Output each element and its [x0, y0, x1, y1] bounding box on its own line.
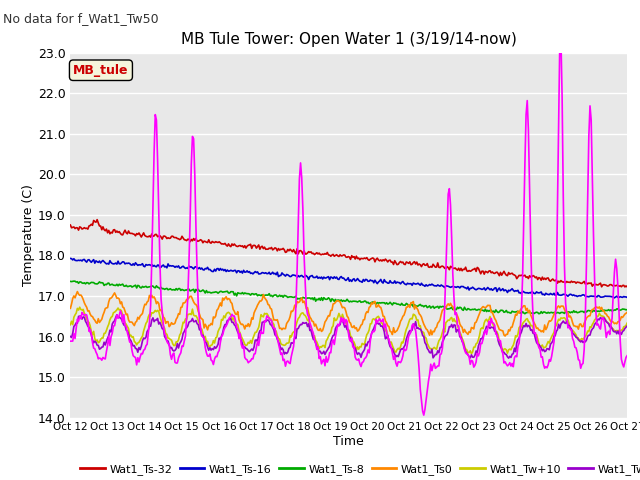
Line: Wat1_Tw100: Wat1_Tw100	[70, 39, 627, 415]
Wat1_Tw+30	[477, 336, 484, 342]
Wat1_Ts-8	[623, 307, 631, 312]
Wat1_Ts-8	[477, 306, 484, 312]
Wat1_Ts-8	[241, 290, 248, 296]
Wat1_Ts-16	[378, 279, 386, 285]
Wat1_Tw+30	[406, 328, 413, 334]
Wat1_Tw100	[67, 338, 74, 344]
Wat1_Tw100	[240, 343, 248, 348]
Wat1_Tw100	[301, 280, 309, 286]
Wat1_Ts0	[501, 333, 509, 339]
Wat1_Ts-32	[573, 279, 581, 285]
Wat1_Ts0	[623, 309, 631, 315]
Wat1_Tw+10	[623, 320, 631, 326]
Line: Wat1_Ts-8: Wat1_Ts-8	[70, 281, 627, 314]
Wat1_Ts-32	[67, 222, 74, 228]
Wat1_Ts0	[303, 306, 310, 312]
Wat1_Tw+10	[76, 304, 84, 310]
Wat1_Tw+30	[505, 355, 513, 361]
Wat1_Ts-32	[93, 217, 101, 223]
Wat1_Ts-8	[406, 302, 413, 308]
Line: Wat1_Tw+10: Wat1_Tw+10	[70, 307, 627, 354]
Wat1_Tw100	[477, 341, 484, 347]
Wat1_Ts-8	[575, 310, 582, 315]
Wat1_Tw100	[420, 412, 428, 418]
Wat1_Tw+30	[67, 334, 74, 339]
Wat1_Ts-32	[623, 284, 631, 290]
Wat1_Ts0	[74, 288, 81, 294]
Wat1_Tw+10	[575, 335, 582, 341]
Wat1_Tw+10	[67, 322, 74, 327]
Line: Wat1_Ts-16: Wat1_Ts-16	[70, 258, 627, 298]
Wat1_Tw+10	[303, 314, 310, 320]
Line: Wat1_Tw+30: Wat1_Tw+30	[70, 315, 627, 358]
Wat1_Ts0	[575, 326, 582, 332]
Wat1_Ts-16	[476, 286, 483, 291]
Wat1_Ts-16	[240, 267, 248, 273]
Wat1_Tw100	[405, 333, 413, 339]
Wat1_Ts-16	[301, 272, 309, 278]
Wat1_Ts-32	[241, 243, 248, 249]
Wat1_Tw+30	[575, 337, 582, 343]
Wat1_Tw+10	[468, 351, 476, 357]
Wat1_Ts-16	[611, 295, 618, 300]
Wat1_Ts-8	[380, 300, 387, 306]
Wat1_Ts-16	[405, 281, 413, 287]
Wat1_Ts0	[241, 326, 248, 332]
Wat1_Tw+30	[380, 325, 387, 331]
Wat1_Tw+10	[478, 325, 486, 331]
Wat1_Ts-32	[380, 257, 387, 263]
Wat1_Tw100	[557, 36, 564, 42]
Wat1_Ts-32	[621, 284, 628, 290]
Text: No data for f_Wat1_Tw50: No data for f_Wat1_Tw50	[3, 12, 159, 25]
Wat1_Tw+10	[241, 341, 248, 347]
Wat1_Tw+30	[303, 320, 310, 325]
X-axis label: Time: Time	[333, 435, 364, 448]
Wat1_Tw+30	[623, 323, 631, 329]
Wat1_Ts0	[477, 308, 484, 313]
Wat1_Ts-8	[70, 278, 77, 284]
Wat1_Ts-32	[477, 271, 484, 276]
Wat1_Tw100	[378, 318, 386, 324]
Text: MB_tule: MB_tule	[73, 64, 129, 77]
Wat1_Tw100	[575, 357, 582, 363]
Wat1_Ts0	[380, 313, 387, 319]
Wat1_Tw100	[623, 353, 631, 359]
Title: MB Tule Tower: Open Water 1 (3/19/14-now): MB Tule Tower: Open Water 1 (3/19/14-now…	[181, 33, 516, 48]
Wat1_Ts-8	[535, 311, 543, 317]
Wat1_Ts0	[406, 305, 413, 311]
Wat1_Tw+10	[380, 322, 387, 328]
Wat1_Tw+10	[406, 316, 413, 322]
Wat1_Ts-8	[303, 296, 310, 301]
Wat1_Tw+30	[241, 344, 248, 350]
Wat1_Ts-16	[623, 295, 631, 300]
Wat1_Tw+30	[113, 312, 121, 318]
Wat1_Ts-8	[67, 278, 74, 284]
Wat1_Ts-16	[67, 255, 74, 261]
Wat1_Ts-32	[303, 251, 310, 257]
Wat1_Ts-16	[572, 293, 580, 299]
Wat1_Ts0	[67, 305, 74, 311]
Wat1_Ts-32	[406, 259, 413, 265]
Line: Wat1_Ts0: Wat1_Ts0	[70, 291, 627, 336]
Line: Wat1_Ts-32: Wat1_Ts-32	[70, 220, 627, 287]
Y-axis label: Temperature (C): Temperature (C)	[22, 184, 35, 286]
